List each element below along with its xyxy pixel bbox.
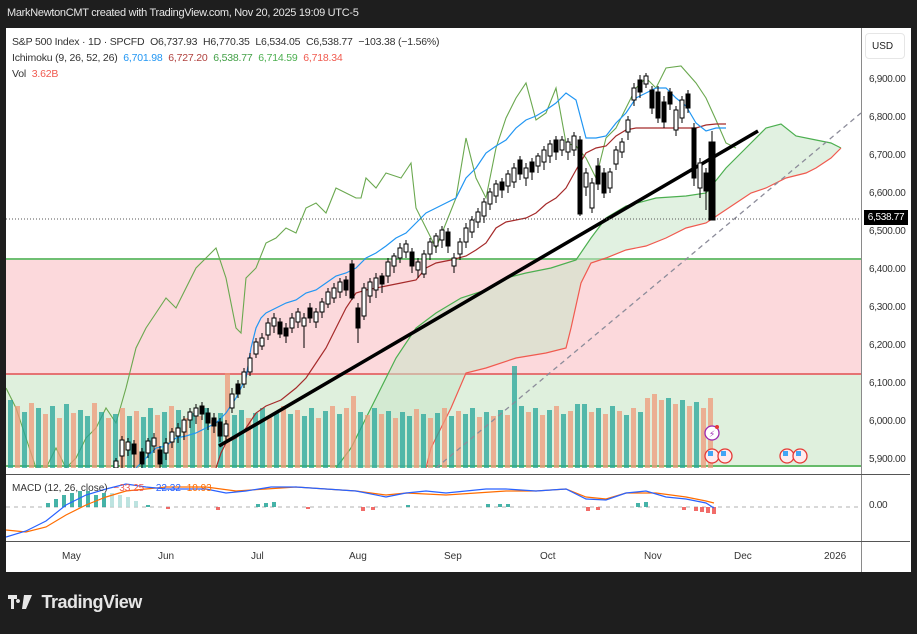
ichimoku-chikou: 6,538.77 xyxy=(213,52,253,64)
brand-name: TradingView xyxy=(41,592,143,612)
price-axis[interactable]: USD 6,900.00 6,800.00 6,700.00 6,600.00 … xyxy=(861,28,911,572)
pane-divider[interactable] xyxy=(861,474,910,475)
time-label-aug: Aug xyxy=(349,551,367,562)
event-icons: ⚡ xyxy=(704,425,808,464)
time-label-jun: Jun xyxy=(158,551,175,562)
macd-svg xyxy=(6,483,861,538)
ichimoku-kijun: 6,727.20 xyxy=(168,52,208,64)
macd-label: MACD (12, 26, close) xyxy=(12,483,108,494)
candles xyxy=(113,73,716,468)
macd-histogram-value: −33.25 xyxy=(113,483,145,494)
price-chart-svg: ⚡ xyxy=(6,65,861,468)
currency-button[interactable]: USD xyxy=(865,33,905,59)
price-tick: 6,900.00 xyxy=(869,74,906,85)
volume-bars xyxy=(8,366,713,468)
price-tick: 6,300.00 xyxy=(869,302,906,313)
ichimoku-tenkan: 6,701.98 xyxy=(123,52,163,64)
tradingview-logo-icon xyxy=(8,593,32,614)
tradingview-brand[interactable]: TradingView xyxy=(8,592,142,614)
svg-text:⚡: ⚡ xyxy=(709,430,715,440)
ohlc-close: C6,538.77 xyxy=(306,36,353,48)
time-label-dec: Dec xyxy=(734,551,752,562)
ichimoku-span-b: 6,718.34 xyxy=(303,52,343,64)
volume-label: Vol xyxy=(12,68,26,80)
symbol-name[interactable]: S&P 500 Index · 1D · SPCFD xyxy=(12,36,145,48)
symbol-row: S&P 500 Index · 1D · SPCFD O6,737.93 H6,… xyxy=(12,34,442,50)
chart-legend: S&P 500 Index · 1D · SPCFD O6,737.93 H6,… xyxy=(12,34,442,82)
time-label-oct: Oct xyxy=(540,551,556,562)
ohlc-high: H6,770.35 xyxy=(203,36,250,48)
time-label-nov: Nov xyxy=(644,551,662,562)
price-tick: 6,800.00 xyxy=(869,112,906,123)
ohlc-low: L6,534.05 xyxy=(255,36,301,48)
price-tick: 6,000.00 xyxy=(869,416,906,427)
time-label-may: May xyxy=(62,551,81,562)
price-tick: 6,100.00 xyxy=(869,378,906,389)
time-label-jul: Jul xyxy=(251,551,264,562)
ohlc-change: −103.38 (−1.56%) xyxy=(358,36,440,48)
macd-legend[interactable]: MACD (12, 26, close) −33.25 −22.32 10.93 xyxy=(12,483,215,494)
macd-pane[interactable]: MACD (12, 26, close) −33.25 −22.32 10.93 xyxy=(6,474,861,542)
chart-credit: MarkNewtonCMT created with TradingView.c… xyxy=(7,7,359,19)
time-label-2026: 2026 xyxy=(824,551,847,562)
axis-divider xyxy=(861,541,910,542)
ichimoku-label: Ichimoku (9, 26, 52, 26) xyxy=(12,52,118,64)
price-tick: 6,400.00 xyxy=(869,264,906,275)
volume-value: 3.62B xyxy=(31,68,59,80)
ohlc-open: O6,737.93 xyxy=(150,36,198,48)
price-plot[interactable]: ⚡ S&P 500 Index · 1D · SPCFD O6,737.93 H… xyxy=(6,28,861,468)
time-axis[interactable]: May Jun Jul Aug Sep Oct Nov Dec 2026 xyxy=(6,541,861,573)
ichimoku-span-a: 6,714.59 xyxy=(258,52,298,64)
price-tick: 6,500.00 xyxy=(869,226,906,237)
price-tick: 5,900.00 xyxy=(869,454,906,465)
trendline xyxy=(218,129,759,448)
last-price-label: 6,538.77 xyxy=(864,210,908,225)
macd-signal-value: 10.93 xyxy=(186,483,212,494)
ichimoku-row[interactable]: Ichimoku (9, 26, 52, 26) 6,701.98 6,727.… xyxy=(12,50,442,66)
price-tick: 6,600.00 xyxy=(869,188,906,199)
volume-row[interactable]: Vol 3.62B xyxy=(12,66,442,82)
price-tick: 6,200.00 xyxy=(869,340,906,351)
macd-line-value: −22.32 xyxy=(150,483,181,494)
chart-frame[interactable]: ⚡ S&P 500 Index · 1D · SPCFD O6,737.93 H… xyxy=(6,28,911,573)
top-bar: MarkNewtonCMT created with TradingView.c… xyxy=(0,0,917,28)
price-tick: 6,700.00 xyxy=(869,150,906,161)
time-label-sep: Sep xyxy=(444,551,462,562)
macd-zero-tick: 0.00 xyxy=(869,500,888,511)
